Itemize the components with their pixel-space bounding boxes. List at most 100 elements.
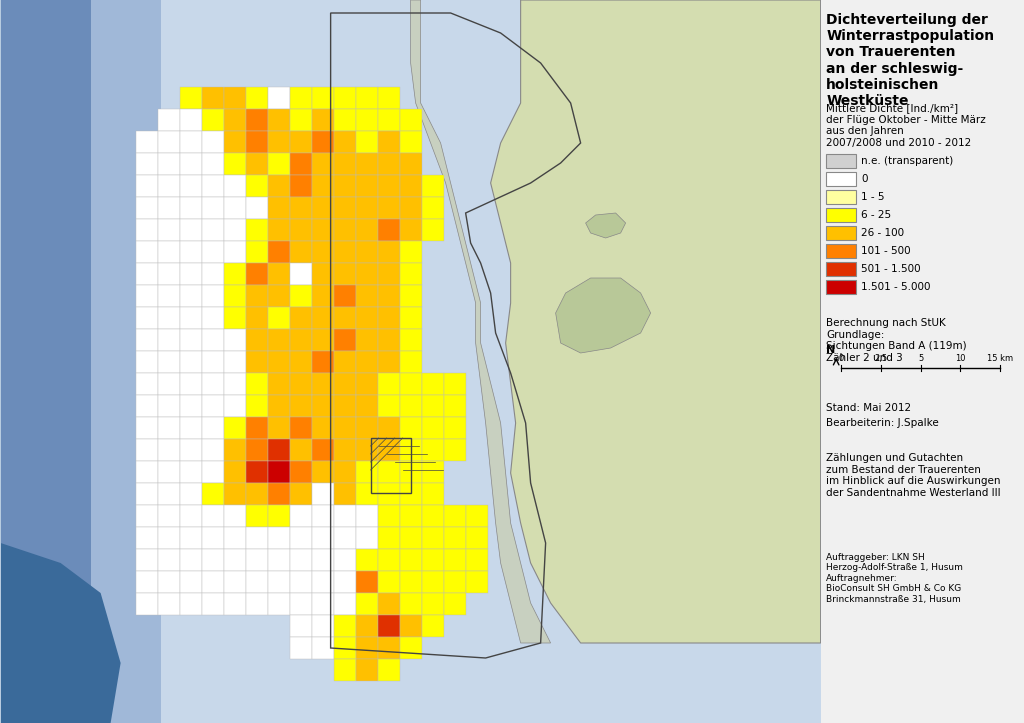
Bar: [355, 109, 378, 131]
Bar: [135, 659, 158, 681]
Polygon shape: [91, 0, 820, 723]
Bar: [246, 263, 267, 285]
Bar: [355, 241, 378, 263]
Bar: [179, 395, 202, 417]
Bar: [202, 109, 223, 131]
Bar: [487, 527, 510, 549]
Bar: [202, 153, 223, 175]
Bar: [399, 461, 422, 483]
Bar: [466, 219, 487, 241]
Bar: [267, 593, 290, 615]
Bar: [355, 351, 378, 373]
Bar: [290, 549, 311, 571]
Bar: [422, 549, 443, 571]
Bar: [466, 571, 487, 593]
Bar: [422, 285, 443, 307]
Bar: [487, 373, 510, 395]
Bar: [246, 395, 267, 417]
Bar: [267, 197, 290, 219]
Bar: [510, 373, 531, 395]
Bar: [223, 373, 246, 395]
Bar: [466, 373, 487, 395]
Bar: [334, 461, 355, 483]
Bar: [290, 263, 311, 285]
Bar: [246, 285, 267, 307]
Bar: [487, 417, 510, 439]
Bar: [246, 351, 267, 373]
Bar: [422, 637, 443, 659]
Bar: [443, 527, 466, 549]
Bar: [135, 197, 158, 219]
Bar: [826, 244, 856, 258]
Bar: [223, 549, 246, 571]
Bar: [443, 153, 466, 175]
Bar: [246, 307, 267, 329]
Bar: [355, 329, 378, 351]
Bar: [422, 483, 443, 505]
Bar: [378, 109, 399, 131]
Bar: [422, 263, 443, 285]
Bar: [422, 65, 443, 87]
Bar: [223, 329, 246, 351]
Bar: [399, 615, 422, 637]
Bar: [399, 395, 422, 417]
Bar: [334, 219, 355, 241]
Bar: [443, 263, 466, 285]
Bar: [246, 439, 267, 461]
Text: 0: 0: [861, 174, 867, 184]
Bar: [399, 351, 422, 373]
Bar: [267, 373, 290, 395]
Bar: [267, 483, 290, 505]
Bar: [355, 197, 378, 219]
Bar: [158, 417, 179, 439]
FancyBboxPatch shape: [1, 0, 820, 723]
Bar: [443, 65, 466, 87]
Bar: [466, 615, 487, 637]
Bar: [290, 109, 311, 131]
Bar: [135, 131, 158, 153]
Bar: [179, 329, 202, 351]
Bar: [334, 131, 355, 153]
Bar: [267, 175, 290, 197]
Bar: [510, 109, 531, 131]
Bar: [378, 285, 399, 307]
Bar: [223, 87, 246, 109]
Bar: [267, 109, 290, 131]
Bar: [466, 395, 487, 417]
Bar: [466, 285, 487, 307]
Bar: [422, 373, 443, 395]
Bar: [311, 329, 334, 351]
Bar: [246, 65, 267, 87]
Bar: [267, 659, 290, 681]
Bar: [466, 65, 487, 87]
Bar: [355, 593, 378, 615]
Bar: [355, 175, 378, 197]
Bar: [399, 637, 422, 659]
Bar: [422, 395, 443, 417]
Bar: [422, 659, 443, 681]
Bar: [510, 637, 531, 659]
Bar: [355, 153, 378, 175]
Text: 101 - 500: 101 - 500: [861, 246, 910, 256]
Bar: [378, 659, 399, 681]
Bar: [135, 329, 158, 351]
Bar: [290, 197, 311, 219]
Bar: [246, 659, 267, 681]
Bar: [223, 175, 246, 197]
Bar: [443, 351, 466, 373]
Text: 5: 5: [918, 354, 924, 363]
Polygon shape: [1, 543, 121, 723]
Bar: [158, 461, 179, 483]
Bar: [422, 417, 443, 439]
Bar: [399, 549, 422, 571]
Bar: [355, 483, 378, 505]
Bar: [223, 527, 246, 549]
Bar: [355, 307, 378, 329]
Bar: [158, 241, 179, 263]
Bar: [311, 175, 334, 197]
Bar: [223, 637, 246, 659]
Bar: [510, 659, 531, 681]
Bar: [311, 109, 334, 131]
Bar: [311, 373, 334, 395]
Bar: [135, 549, 158, 571]
